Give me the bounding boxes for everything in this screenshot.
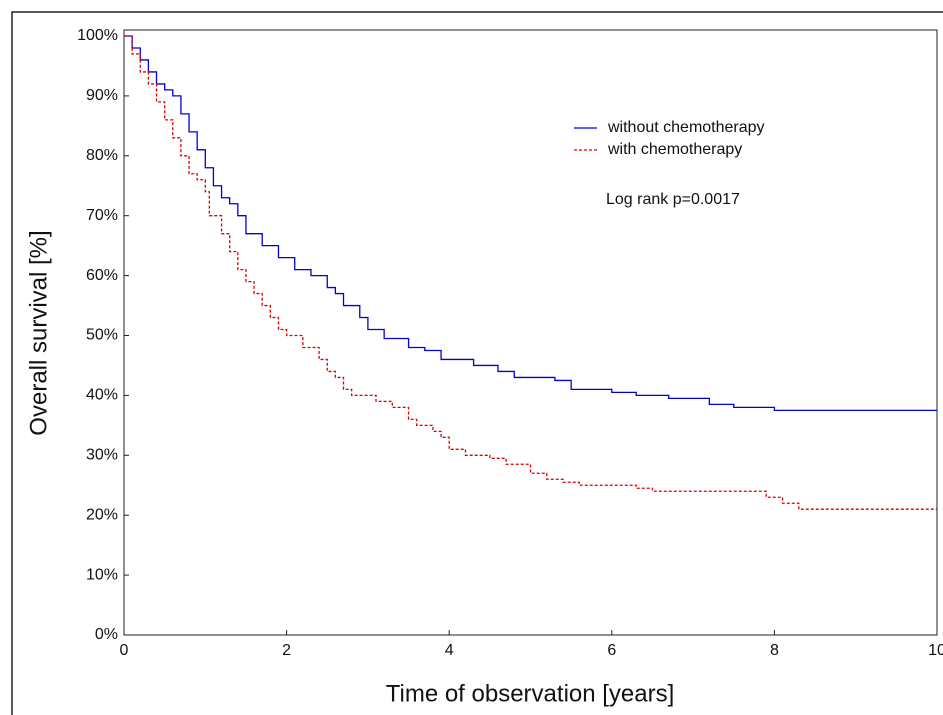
y-tick-label: 0% <box>95 626 118 643</box>
y-tick-label: 20% <box>86 506 118 523</box>
y-tick-label: 10% <box>86 566 118 583</box>
legend-label: without chemotherapy <box>607 119 765 136</box>
annotation: Log rank p=0.0017 <box>606 191 740 208</box>
y-tick-label: 70% <box>86 207 118 224</box>
y-axis-title: Overall survival [%] <box>25 230 52 435</box>
y-tick-label: 100% <box>77 27 118 44</box>
legend-label: with chemotherapy <box>607 141 742 158</box>
y-tick-label: 60% <box>86 267 118 284</box>
x-tick-label: 6 <box>607 642 616 659</box>
x-tick-label: 2 <box>282 642 291 659</box>
survival-line <box>124 35 937 510</box>
x-tick-label: 4 <box>445 642 454 659</box>
y-tick-label: 30% <box>86 447 118 464</box>
y-tick-label: 40% <box>86 387 118 404</box>
y-tick-label: 50% <box>86 327 118 344</box>
plot-frame <box>123 29 938 636</box>
x-axis-title: Time of observation [years] <box>386 680 675 707</box>
x-tick-label: 8 <box>770 642 779 659</box>
y-tick-label: 90% <box>86 87 118 104</box>
x-tick-label: 10 <box>928 642 943 659</box>
x-tick-label: 0 <box>120 642 129 659</box>
outer-frame <box>11 11 943 715</box>
y-tick-label: 80% <box>86 147 118 164</box>
survival-line <box>124 35 937 412</box>
